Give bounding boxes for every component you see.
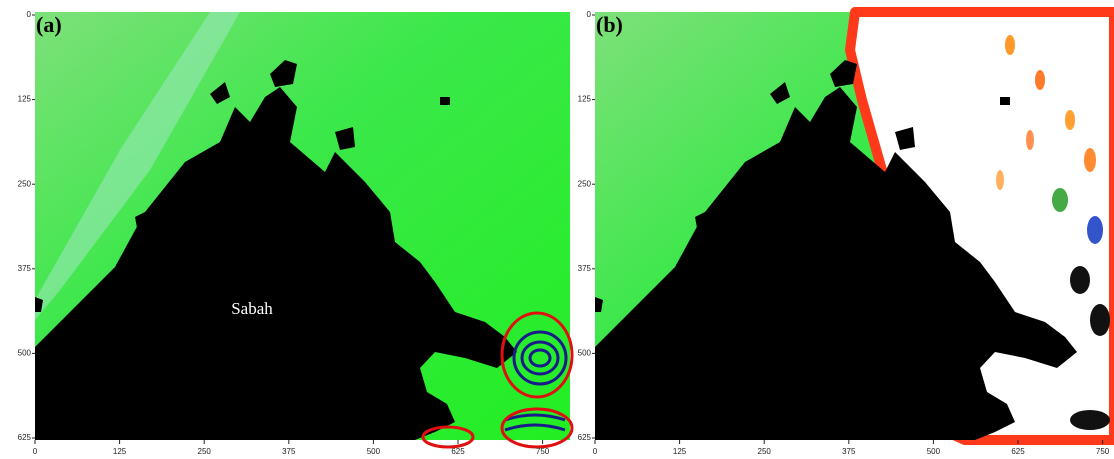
highlight-circle: [500, 407, 574, 449]
y-tick-label: 500: [18, 349, 32, 358]
x-tick-label: 250: [758, 447, 772, 456]
x-tick-label: 0: [33, 447, 38, 456]
x-tick-label: 125: [113, 447, 127, 456]
shelf-shading: [35, 12, 240, 320]
x-tick-label: 750: [1096, 447, 1110, 456]
x-tick-label: 375: [282, 447, 296, 456]
x-tick-label: 250: [198, 447, 212, 456]
y-tick-label: 625: [18, 433, 32, 442]
x-tick-label: 125: [673, 447, 687, 456]
y-tick-label: 250: [18, 179, 32, 188]
panel-label: (b): [596, 12, 623, 37]
x-tick-label: 500: [927, 447, 941, 456]
highlight-circle: [500, 311, 574, 399]
region-label: Sabah: [231, 299, 273, 318]
panel-label: (a): [36, 12, 62, 37]
wave-pattern: [504, 330, 568, 432]
y-tick-label: 0: [27, 10, 32, 19]
x-tick-label: 500: [367, 447, 381, 456]
x-tick-label: 625: [1011, 447, 1025, 456]
wave-pattern: [996, 35, 1110, 430]
x-tick-label: 625: [451, 447, 465, 456]
y-tick-label: 125: [18, 95, 32, 104]
y-tick-label: 375: [18, 264, 32, 273]
y-tick-label: 125: [578, 95, 592, 104]
y-tick-label: 250: [578, 179, 592, 188]
x-tick-label: 0: [593, 447, 598, 456]
y-tick-label: 375: [578, 264, 592, 273]
y-tick-label: 500: [578, 349, 592, 358]
y-tick-label: 0: [587, 10, 592, 19]
highlight-circle: [421, 425, 475, 449]
y-tick-label: 625: [578, 433, 592, 442]
x-tick-label: 750: [536, 447, 550, 456]
x-tick-label: 375: [842, 447, 856, 456]
